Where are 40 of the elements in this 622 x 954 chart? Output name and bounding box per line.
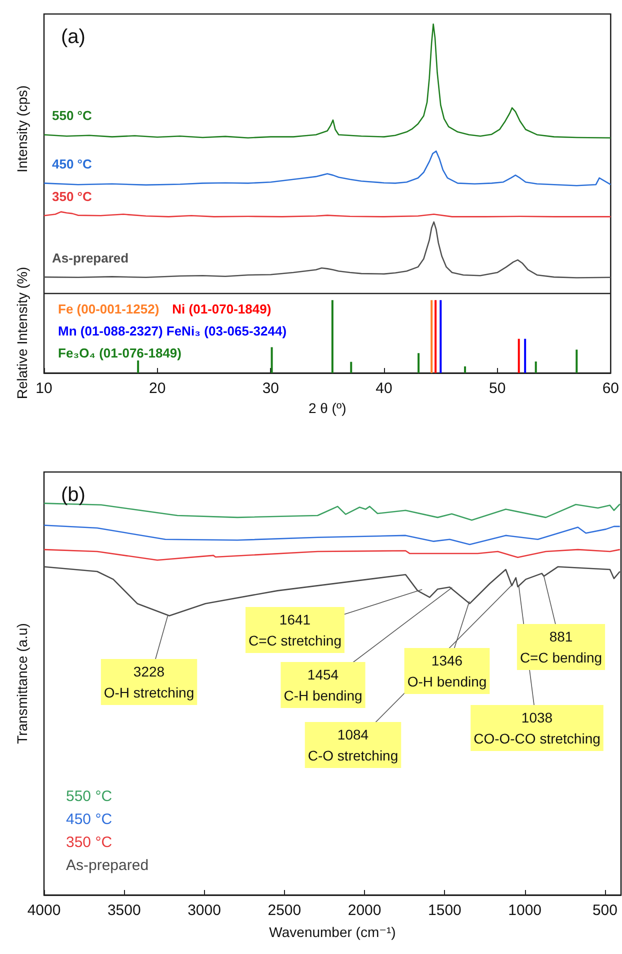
- y-axis-title: Intensity (cps): [14, 85, 30, 172]
- annotation: 1641 C=C stretching: [248, 612, 342, 648]
- x-tick-label: 50: [488, 380, 506, 397]
- x-tick-label: 60: [602, 380, 619, 397]
- chart-title: (b): [61, 484, 86, 506]
- series-label: As-prepared: [52, 250, 129, 266]
- series-label: 350 °C: [52, 189, 92, 204]
- series-label: 550 °C: [52, 108, 92, 124]
- x-tick-label: 3500: [107, 902, 141, 919]
- x-tick-label: 1000: [508, 902, 542, 919]
- text: Mn (01-088-2327) FeNi₃ (03-065-3244): [58, 324, 287, 338]
- annotation: 1084 C-O stretching: [308, 726, 398, 764]
- text: As-prepared: [66, 857, 149, 874]
- x-tick-label: 30: [262, 380, 280, 397]
- chart-title: (a): [61, 26, 86, 48]
- annotation: 1038 CO-O-CO stretching: [474, 710, 600, 746]
- text: 450 °C: [66, 811, 112, 828]
- annotation: 1454 C-H bending: [284, 666, 362, 704]
- x-tick-label: 1500: [428, 902, 462, 919]
- text: Relative Intensity (%): [14, 266, 30, 400]
- annotation: 881 C=C bending: [520, 628, 602, 666]
- text: 350 °C: [66, 834, 112, 851]
- text: Ni (01-070-1849): [172, 302, 272, 316]
- y-axis-title: Transmittance (a.u): [14, 623, 30, 744]
- x-tick-label: 3000: [188, 902, 221, 919]
- text: 550 °C: [66, 788, 112, 805]
- x-tick-label: 2500: [268, 902, 302, 919]
- x-tick-label: 10: [36, 380, 52, 397]
- x-axis-title: Wavenumber (cm⁻¹): [269, 924, 396, 940]
- series-label: Fe₃O₄ (01-076-1849): [58, 346, 182, 360]
- x-tick-label: 2000: [348, 902, 382, 919]
- annotation: 3228 O-H stretching: [104, 664, 194, 700]
- x-tick-label: 500: [592, 902, 618, 919]
- annotation: 1346 O-H bending: [407, 652, 487, 690]
- x-axis-title: 2 θ (º): [308, 400, 346, 416]
- x-tick-label: 4000: [27, 902, 61, 919]
- text: Fe (00-001-1252): [58, 302, 160, 316]
- series-label: 450 °C: [52, 156, 92, 172]
- x-tick-label: 20: [148, 380, 166, 397]
- x-tick-label: 40: [376, 380, 392, 397]
